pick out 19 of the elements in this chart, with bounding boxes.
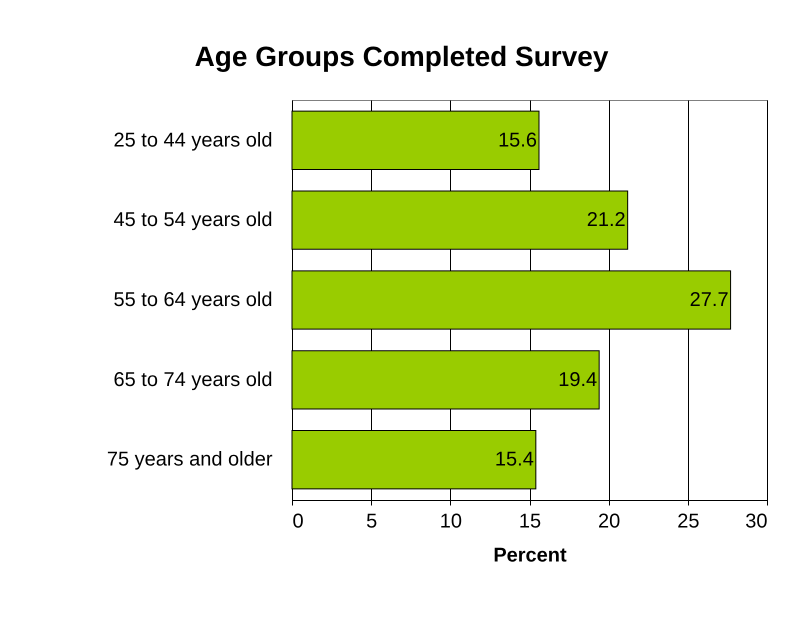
x-axis-title: Percent <box>493 544 568 566</box>
x-tick-label: 15 <box>518 510 542 532</box>
x-tick-label: 20 <box>598 510 620 532</box>
x-tick-label: 25 <box>677 510 700 532</box>
data-label: 15.4 <box>494 448 534 471</box>
data-label: 27.7 <box>690 289 729 311</box>
y-tick-label: 55 to 64 years old <box>114 289 272 311</box>
x-tick-label: 30 <box>745 510 768 532</box>
y-tick-label: 65 to 74 years old <box>114 368 272 391</box>
x-tick-label: 5 <box>366 510 378 532</box>
chart-title: Age Groups Completed Survey <box>194 41 609 72</box>
x-tick-label: 10 <box>440 510 462 532</box>
data-label: 21.2 <box>586 209 626 232</box>
y-tick-label: 25 to 44 years old <box>114 129 272 152</box>
y-tick-label: 45 to 54 years old <box>114 209 272 232</box>
data-label: 15.6 <box>498 129 537 152</box>
y-tick-label: 75 years and older <box>106 448 273 471</box>
x-tick-label: 0 <box>292 510 304 532</box>
data-label: 19.4 <box>558 368 598 391</box>
